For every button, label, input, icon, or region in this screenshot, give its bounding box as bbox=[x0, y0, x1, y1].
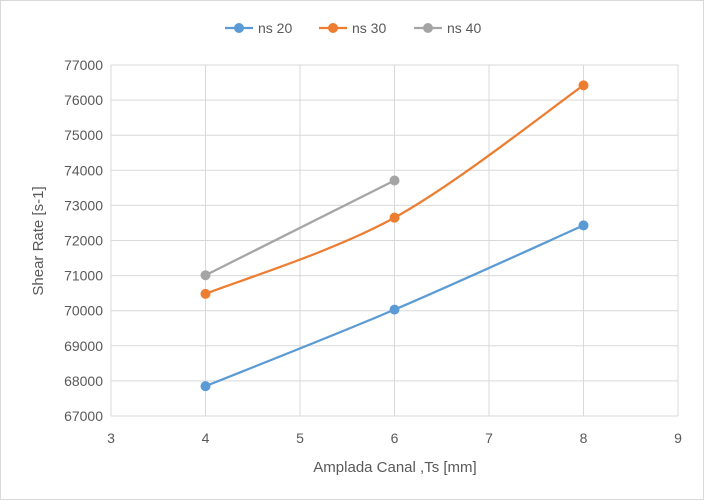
legend-label: ns 20 bbox=[258, 20, 292, 36]
y-tick-label: 70000 bbox=[64, 303, 103, 319]
y-axis-ticks: 67000 68000 69000 70000 71000 72000 73000 74000… bbox=[64, 57, 103, 424]
x-tick-label: 3 bbox=[107, 430, 115, 446]
gridlines bbox=[110, 64, 679, 417]
y-tick-label: 72000 bbox=[64, 233, 103, 249]
data-point-ns-40 bbox=[389, 175, 400, 186]
data-point-ns-40 bbox=[200, 270, 211, 281]
y-tick-label: 75000 bbox=[64, 127, 103, 143]
series-group bbox=[200, 80, 589, 392]
data-point-ns-30 bbox=[578, 80, 589, 91]
series-line-ns-40 bbox=[204, 179, 396, 277]
y-tick-label: 77000 bbox=[64, 57, 103, 73]
legend-label: ns 30 bbox=[352, 20, 386, 36]
y-tick-label: 73000 bbox=[64, 197, 103, 213]
y-axis-label: Shear Rate [s-1] bbox=[30, 186, 47, 295]
x-tick-label: 6 bbox=[391, 430, 399, 446]
x-tick-label: 5 bbox=[296, 430, 304, 446]
data-point-ns-30 bbox=[200, 288, 211, 299]
x-axis-label: Amplada Canal ,Ts [mm] bbox=[313, 459, 476, 476]
y-tick-label: 67000 bbox=[64, 408, 103, 424]
x-axis-ticks: 3 4 5 6 7 8 9 bbox=[107, 430, 682, 446]
y-tick-label: 76000 bbox=[64, 92, 103, 108]
data-point-ns-20 bbox=[389, 304, 400, 315]
data-point-ns-30 bbox=[389, 212, 400, 223]
legend-marker bbox=[328, 23, 338, 33]
y-tick-label: 71000 bbox=[64, 268, 103, 284]
y-tick-label: 68000 bbox=[64, 373, 103, 389]
x-tick-label: 7 bbox=[485, 430, 493, 446]
data-point-ns-20 bbox=[200, 381, 211, 392]
legend-marker bbox=[234, 23, 244, 33]
y-tick-label: 69000 bbox=[64, 338, 103, 354]
x-tick-label: 9 bbox=[674, 430, 682, 446]
y-tick-label: 74000 bbox=[64, 162, 103, 178]
data-point-ns-20 bbox=[578, 220, 589, 231]
legend-label: ns 40 bbox=[447, 20, 481, 36]
legend-marker bbox=[423, 23, 433, 33]
legend: ns 20 ns 30 ns 40 bbox=[225, 20, 481, 36]
x-tick-label: 4 bbox=[202, 430, 210, 446]
x-tick-label: 8 bbox=[580, 430, 588, 446]
